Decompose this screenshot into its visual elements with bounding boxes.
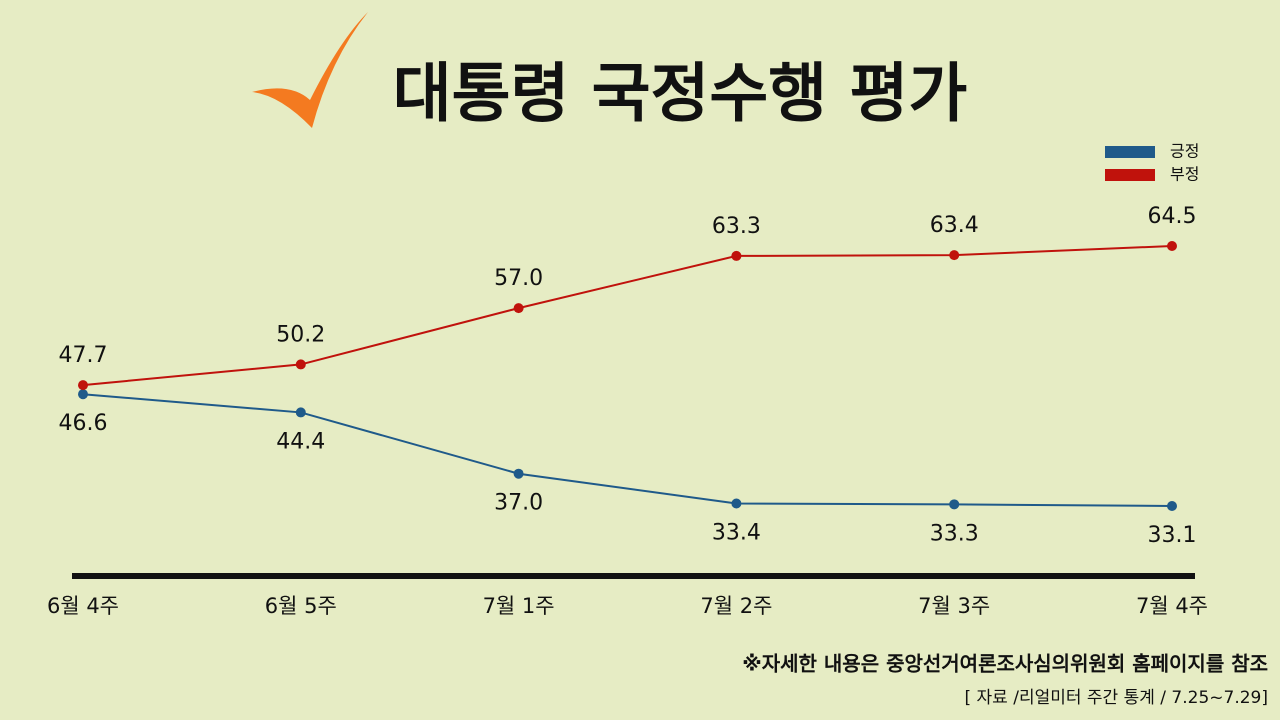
data-point (295, 407, 306, 418)
data-label: 44.4 (276, 429, 325, 454)
data-point (78, 380, 88, 391)
x-tick-label: 7월 4주 (1136, 594, 1208, 618)
data-label: 57.0 (494, 266, 543, 291)
x-tick-label: 7월 3주 (918, 594, 990, 618)
x-tick-label: 7월 2주 (700, 594, 772, 618)
legend-swatch (1105, 169, 1155, 181)
data-label: 50.2 (276, 322, 325, 347)
legend-swatch (1105, 146, 1155, 158)
data-point (949, 250, 960, 261)
data-point (1167, 501, 1177, 511)
note: ※자세한 내용은 중앙선거여론조사심의위원회 홈페이지를 참조 (742, 652, 1268, 676)
data-point (513, 468, 524, 479)
series-line (82, 245, 1173, 387)
data-point (78, 389, 88, 400)
chart-title: 대통령 국정수행 평가 (393, 58, 967, 132)
check-icon (252, 12, 368, 128)
x-tick-label: 6월 5주 (265, 594, 337, 618)
data-label: 47.7 (59, 343, 108, 368)
series-line (82, 393, 1173, 507)
data-point (295, 359, 306, 370)
data-label: 46.6 (59, 411, 108, 436)
data-label: 63.3 (712, 214, 761, 239)
data-label: 33.4 (712, 521, 761, 546)
source: [ 자료 /리얼미터 주간 통계 / 7.25~7.29] (965, 688, 1269, 708)
data-point (731, 250, 742, 261)
data-label: 33.3 (930, 521, 979, 546)
data-point (513, 303, 524, 314)
legend-label: 부정 (1170, 165, 1199, 184)
x-tick-label: 7월 1주 (483, 594, 555, 618)
data-label: 63.4 (930, 213, 979, 238)
x-tick-label: 6월 4주 (47, 594, 119, 618)
data-point (731, 498, 742, 509)
data-point (949, 499, 960, 510)
legend-label: 긍정 (1170, 142, 1199, 161)
data-label: 37.0 (494, 491, 543, 516)
data-label: 33.1 (1148, 523, 1197, 548)
data-point (1167, 241, 1177, 251)
data-label: 64.5 (1148, 204, 1197, 229)
